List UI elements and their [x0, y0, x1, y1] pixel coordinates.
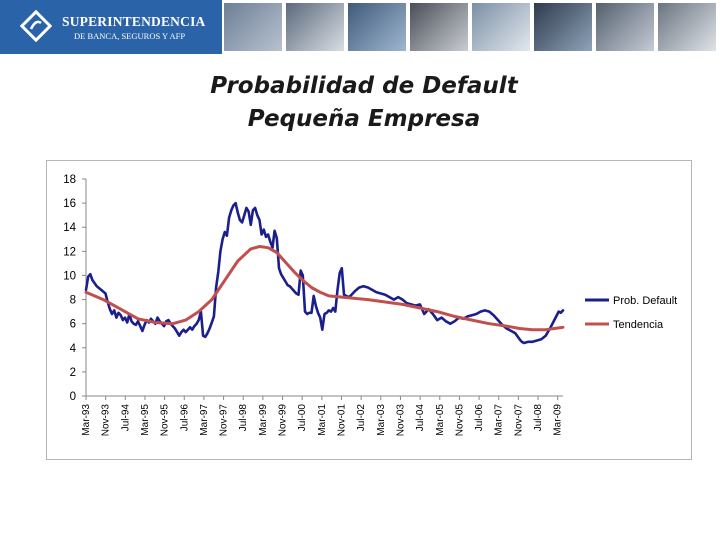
x-tick-label: Nov-03	[395, 404, 406, 437]
y-tick-label: 16	[63, 198, 76, 210]
businessmen-photo	[596, 3, 654, 51]
y-tick-label: 0	[70, 391, 76, 403]
office-building-photo	[286, 3, 344, 51]
y-tick-label: 4	[70, 343, 77, 355]
x-tick-label: Mar-95	[140, 404, 151, 436]
y-tick-label: 18	[63, 174, 76, 186]
x-tick-label: Mar-07	[494, 404, 505, 436]
y-tick-label: 12	[63, 246, 76, 258]
y-tick-label: 10	[63, 270, 76, 282]
legend-tendencia-label: Tendencia	[613, 319, 664, 331]
signing-document-photo	[658, 3, 716, 51]
slide-title: Probabilidad de Default Pequeña Empresa	[0, 70, 720, 136]
x-tick-label: Nov-01	[337, 404, 348, 437]
x-tick-label: Jul-94	[120, 404, 131, 432]
x-tick-label: Mar-97	[199, 404, 210, 436]
title-line-2: Pequeña Empresa	[247, 106, 481, 132]
card-terminal-photo	[534, 3, 592, 51]
sbs-logo[interactable]: SUPERINTENDENCIA DE BANCA, SEGUROS Y AFP	[0, 0, 222, 54]
x-tick-label: Mar-99	[258, 404, 269, 436]
x-tick-label: Jul-02	[356, 404, 367, 432]
y-tick-label: 2	[70, 367, 76, 379]
header-banner: SUPERINTENDENCIA DE BANCA, SEGUROS Y AFP	[0, 0, 720, 54]
logo-subtitle: DE BANCA, SEGUROS Y AFP	[74, 31, 186, 41]
diamond-logo-icon	[20, 10, 52, 42]
logo-name: SUPERINTENDENCIA	[62, 14, 206, 29]
tablet-hand-photo	[410, 3, 468, 51]
x-tick-label: Mar-05	[435, 404, 446, 436]
x-tick-label: Nov-05	[454, 404, 465, 437]
x-tick-label: Jul-00	[297, 404, 308, 432]
x-tick-label: Nov-99	[278, 404, 289, 437]
business-handshake-photo	[472, 3, 530, 51]
line-chart: 0 2 4 6 8 10 12 14 16 18 Mar-93 Nov-93 Jul-94 Mar-95 N…	[63, 174, 677, 437]
x-tick-label: Jul-08	[533, 404, 544, 432]
x-tick-label: Nov-95	[160, 404, 171, 437]
x-tick-label: Jul-04	[415, 404, 426, 432]
x-tick-label: Mar-09	[553, 404, 564, 436]
tendencia-line	[84, 245, 565, 332]
x-tick-label: Nov-07	[513, 404, 524, 437]
y-tick-label: 6	[70, 319, 76, 331]
x-tick-label: Mar-93	[81, 404, 92, 436]
title-line-1: Probabilidad de Default	[210, 73, 518, 99]
x-tick-label: Mar-03	[376, 404, 387, 436]
x-tick-label: Nov-97	[219, 404, 230, 437]
credit-cards-photo	[224, 3, 282, 51]
x-tick-label: Jul-06	[474, 404, 485, 432]
legend-prob-default-label: Prob. Default	[613, 295, 677, 307]
y-tick-label: 14	[63, 222, 76, 234]
x-tick-label: Jul-98	[238, 404, 249, 432]
x-tick-label: Nov-93	[101, 404, 112, 437]
x-tick-label: Mar-01	[317, 404, 328, 436]
y-tick-label: 8	[70, 295, 76, 307]
chart-area: 0 2 4 6 8 10 12 14 16 18 Mar-93 Nov-93 Jul-94 Mar-95 N…	[46, 160, 692, 460]
keyboard-enter-photo	[348, 3, 406, 51]
x-tick-label: Jul-96	[179, 404, 190, 432]
